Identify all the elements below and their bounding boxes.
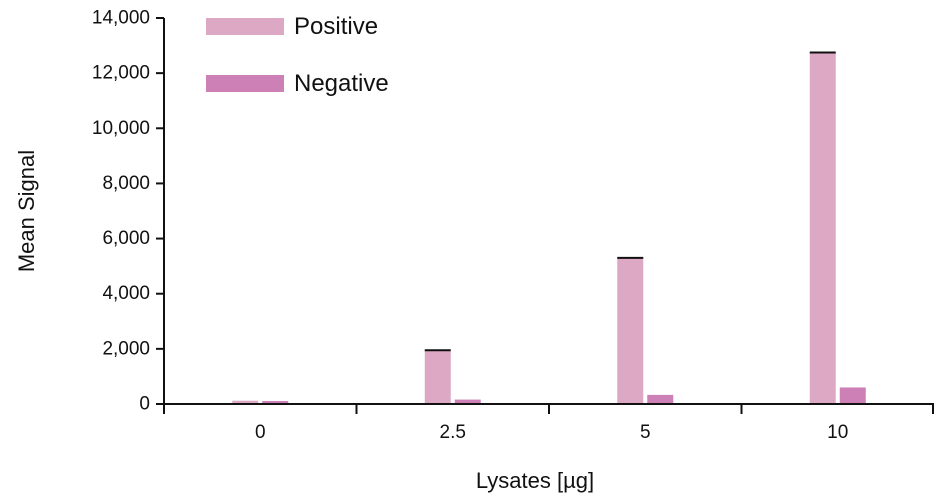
x-tick-label: 2.5 [440, 422, 466, 443]
y-tick-label: 6,000 [102, 228, 150, 249]
legend: Positive Negative [206, 13, 389, 97]
x-tick-label: 10 [827, 422, 848, 443]
y-tick-label: 14,000 [92, 8, 150, 29]
y-tick-label: 4,000 [102, 283, 150, 304]
y-tick-label: 0 [139, 394, 150, 415]
y-axis-ticks: 0 2,000 4,000 6,000 8,000 10,000 12,000 14,000 [92, 8, 164, 415]
y-axis-title: Mean Signal [14, 150, 39, 272]
legend-swatch-positive [206, 18, 284, 35]
legend-label-positive: Positive [294, 13, 378, 40]
bar-negative-2.5 [454, 399, 481, 404]
y-tick-label: 12,000 [92, 63, 150, 84]
legend-label-negative: Negative [294, 70, 389, 97]
y-tick-label: 2,000 [102, 338, 150, 359]
bar-positive-5 [617, 257, 644, 404]
y-tick-label: 8,000 [102, 173, 150, 194]
x-tick-label: 5 [640, 422, 651, 443]
bar-positive-0 [232, 400, 259, 404]
x-axis-title: Lysates [µg] [476, 468, 594, 493]
bar-negative-10 [839, 387, 866, 404]
legend-swatch-negative [206, 75, 284, 92]
x-axis-ticks: 0 2.5 5 10 [163, 404, 934, 443]
bars [232, 51, 866, 404]
y-tick-label: 10,000 [92, 118, 150, 139]
bar-positive-2.5 [424, 350, 451, 404]
bar-positive-10 [809, 52, 836, 404]
bar-negative-5 [647, 394, 674, 404]
x-tick-label: 0 [255, 422, 266, 443]
bar-negative-0 [262, 400, 289, 404]
